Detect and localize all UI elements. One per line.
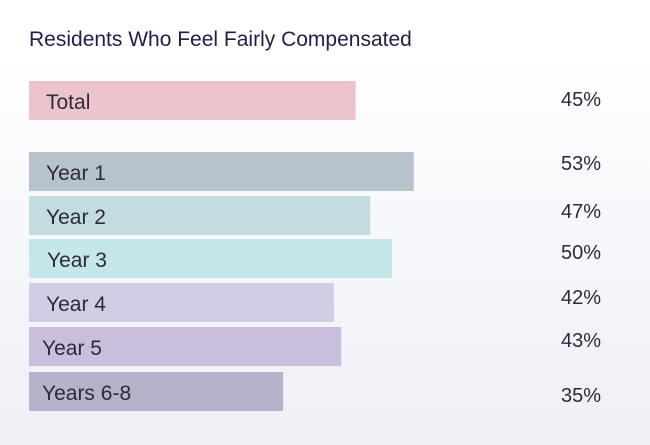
- bar-total: [29, 81, 356, 120]
- value-label: 50%: [561, 242, 601, 264]
- category-label: Year 3: [47, 249, 107, 272]
- category-label: Year 2: [46, 206, 106, 229]
- value-label: 53%: [561, 153, 601, 175]
- bar-year-3: [29, 239, 392, 278]
- value-label: 42%: [561, 287, 601, 309]
- category-label: Total: [46, 91, 90, 114]
- value-label: 35%: [561, 385, 601, 407]
- category-label: Year 5: [42, 337, 102, 360]
- value-label: 43%: [561, 330, 601, 352]
- bar-year-4: [29, 283, 334, 322]
- category-label: Years 6-8: [42, 382, 131, 405]
- value-label: 47%: [561, 201, 601, 223]
- bar-year-1: [29, 152, 414, 191]
- category-label: Year 1: [46, 162, 106, 185]
- chart-title: Residents Who Feel Fairly Compensated: [29, 28, 412, 51]
- value-label: 45%: [561, 89, 601, 111]
- category-label: Year 4: [46, 293, 106, 316]
- bar-year-2: [29, 196, 371, 235]
- bar-years-6-8: [29, 372, 284, 411]
- bar-year-5: [29, 327, 342, 366]
